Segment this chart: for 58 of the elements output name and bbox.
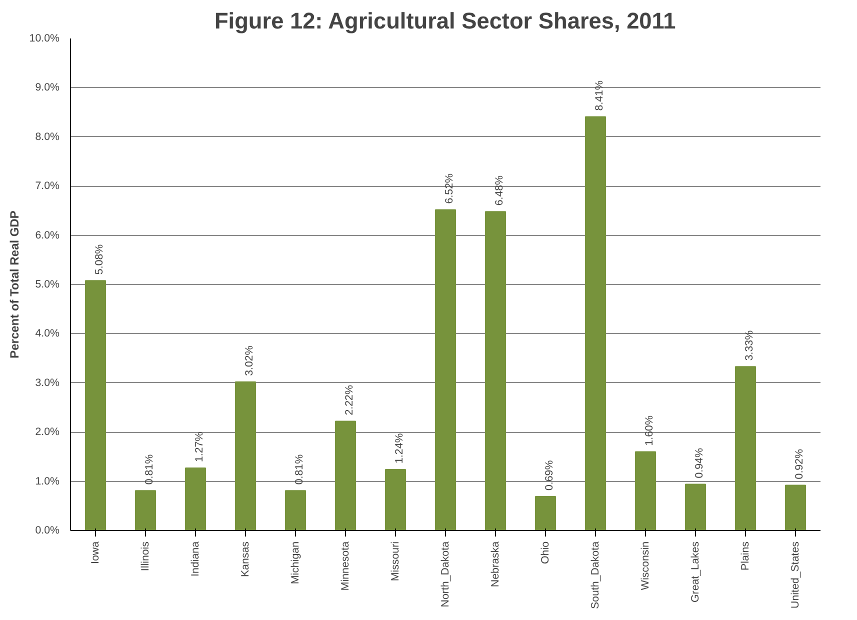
y-axis-title: Percent of Total Real GDP [7, 210, 22, 358]
bar [185, 468, 206, 530]
x-tick-label: United_States [790, 541, 802, 608]
data-label: 1.60% [644, 415, 656, 446]
x-tick-label: Plains [740, 541, 752, 571]
x-tick-label: Wisconsin [640, 541, 652, 590]
data-label: 2.22% [344, 384, 356, 416]
x-tick-label: Ohio [540, 541, 552, 564]
data-label: 1.24% [394, 432, 406, 464]
y-tick-label: 2.0% [35, 426, 60, 438]
data-label: 0.94% [694, 448, 706, 478]
bar [335, 420, 356, 530]
data-label: 6.48% [494, 174, 506, 206]
bar [435, 209, 456, 530]
data-label: 0.92% [794, 448, 806, 480]
x-tick-label: Nebraska [490, 541, 502, 588]
x-tick-label: Illinois [140, 541, 152, 572]
chart-title: Figure 12: Agricultural Sector Shares, 2011 [214, 8, 676, 34]
x-tick-label: South_Dakota [590, 541, 602, 610]
bar [235, 381, 256, 530]
y-tick-label: 5.0% [35, 278, 60, 290]
data-label: 0.81% [144, 454, 156, 485]
bar [385, 468, 406, 530]
y-tick-label: 10.0% [29, 32, 60, 44]
x-tick-label: Iowa [90, 541, 102, 564]
x-tick-label: Missouri [390, 542, 402, 582]
x-tick-label: Great_Lakes [690, 542, 702, 603]
bar [485, 211, 506, 530]
bar [135, 490, 156, 530]
bar [85, 280, 106, 530]
y-tick-label: 4.0% [35, 328, 60, 340]
bar [635, 451, 656, 530]
data-label: 3.02% [244, 345, 256, 376]
x-tick-label: Michigan [290, 541, 302, 584]
x-tick-label: Indiana [190, 541, 202, 576]
bar [285, 490, 306, 530]
y-tick-label: 9.0% [35, 82, 60, 94]
bar [785, 484, 806, 530]
data-label: 8.41% [594, 80, 606, 111]
bar [685, 484, 706, 530]
y-tick-label: 8.0% [35, 130, 60, 143]
data-label: 5.08% [94, 244, 106, 275]
data-label: 3.33% [744, 330, 756, 361]
y-tick-label: 6.0% [35, 229, 60, 242]
bar [585, 116, 606, 530]
data-label: 0.69% [544, 460, 556, 491]
data-label: 0.81% [294, 454, 306, 485]
bar [535, 496, 556, 530]
x-tick-label: Kansas [240, 541, 252, 578]
x-tick-label: Minnesota [340, 541, 352, 591]
y-tick-label: 3.0% [35, 376, 60, 389]
y-tick-label: 0.0% [35, 524, 60, 536]
y-tick-label: 1.0% [35, 475, 60, 488]
data-label: 1.27% [194, 431, 206, 462]
data-label: 6.52% [444, 172, 456, 204]
y-tick-label: 7.0% [35, 180, 60, 192]
x-tick-label: North_Dakota [440, 541, 452, 608]
bar [735, 366, 756, 530]
